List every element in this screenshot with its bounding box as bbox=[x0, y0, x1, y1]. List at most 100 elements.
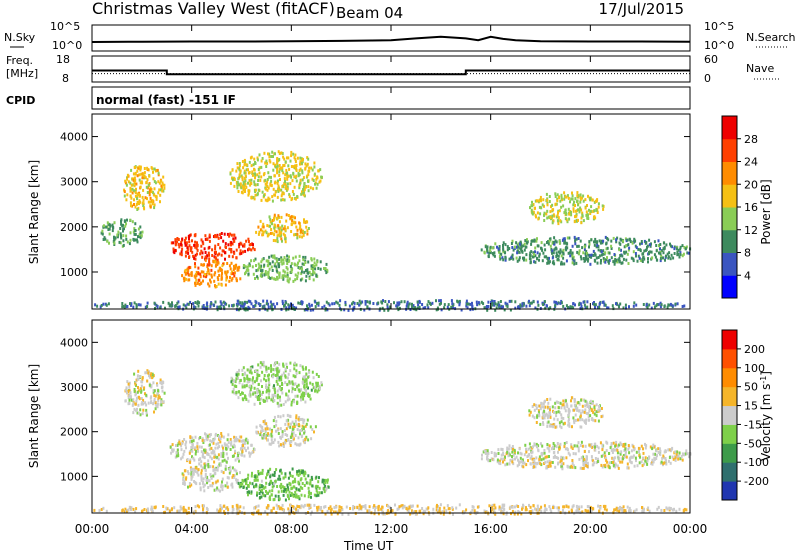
power-cell-7 bbox=[500, 252, 503, 256]
velocity-cell-3 bbox=[277, 404, 280, 408]
power-cell-8 bbox=[560, 205, 563, 209]
power-cell-7 bbox=[517, 245, 520, 249]
power-cell-3 bbox=[225, 273, 228, 277]
power-cell-8 bbox=[564, 209, 567, 213]
power-cell-3 bbox=[208, 260, 211, 264]
power-cell-0 bbox=[159, 200, 161, 204]
power-cell-4 bbox=[274, 165, 277, 169]
power-cell-2 bbox=[265, 231, 268, 235]
velocity-cell-3 bbox=[242, 398, 245, 402]
power-cell-0 bbox=[124, 181, 127, 185]
power-cell-4 bbox=[268, 155, 271, 159]
velocity-cell-5 bbox=[309, 478, 312, 482]
velocity-cell-3 bbox=[275, 380, 278, 383]
power-cell-3 bbox=[220, 274, 223, 278]
power-cell-1 bbox=[219, 246, 222, 250]
power-cell-2 bbox=[264, 229, 267, 233]
power-cell-1 bbox=[227, 243, 230, 247]
velocity-cell-8 bbox=[520, 512, 523, 516]
power-cell-7 bbox=[557, 254, 560, 258]
power-cell-4 bbox=[260, 159, 263, 163]
velocity-cell-5 bbox=[284, 488, 286, 491]
power-cell-7 bbox=[593, 240, 595, 244]
velocity-cell-2 bbox=[261, 434, 264, 438]
velocity-cell-5 bbox=[293, 485, 296, 489]
velocity-cell-3 bbox=[310, 388, 313, 392]
power-cell-4 bbox=[248, 170, 251, 174]
power-cell-4 bbox=[235, 169, 238, 173]
power-cell-0 bbox=[137, 193, 140, 196]
velocity-cell-6 bbox=[571, 465, 574, 469]
power-cell-3 bbox=[215, 285, 218, 288]
power-cell-7 bbox=[561, 238, 564, 242]
velocity-cell-0 bbox=[128, 384, 131, 388]
power-cell-0 bbox=[153, 193, 156, 197]
power-cell-6 bbox=[139, 231, 142, 235]
velocity-cell-3 bbox=[256, 395, 259, 399]
velocity-cell-3 bbox=[276, 393, 279, 397]
power-cell-4 bbox=[249, 183, 252, 187]
velocity-cell-6 bbox=[624, 450, 627, 454]
velocity-cell-5 bbox=[270, 493, 273, 497]
power-cell-4 bbox=[281, 192, 284, 196]
velocity-cell-3 bbox=[284, 367, 287, 371]
power-cell-8 bbox=[580, 208, 583, 212]
power-cell-9 bbox=[210, 302, 213, 306]
velocity-cell-8 bbox=[493, 507, 496, 511]
velocity-cell-8 bbox=[362, 505, 365, 508]
velocity-cell-4 bbox=[195, 466, 198, 470]
velocity-cell-4 bbox=[200, 471, 203, 475]
velocity-cell-6 bbox=[538, 455, 541, 459]
velocity-cell-1 bbox=[207, 453, 210, 457]
power-cell-0 bbox=[135, 182, 138, 186]
velocity-cell-8 bbox=[335, 505, 338, 509]
velocity-cell-5 bbox=[268, 473, 271, 476]
power-cell-0 bbox=[162, 183, 165, 187]
power-cell-7 bbox=[600, 239, 603, 243]
velocity-cell-2 bbox=[297, 436, 300, 440]
power-cell-1 bbox=[186, 246, 189, 250]
power-cell-7 bbox=[608, 251, 611, 255]
velocity-cell-5 bbox=[258, 485, 261, 489]
power-cell-7 bbox=[540, 247, 543, 251]
velocity-cell-6 bbox=[577, 449, 580, 453]
velocity-cell-0 bbox=[128, 389, 131, 393]
velocity-cell-3 bbox=[286, 398, 289, 402]
velocity-cell-3 bbox=[268, 373, 270, 377]
power-cell-7 bbox=[627, 248, 630, 252]
power-cell-0 bbox=[147, 168, 150, 172]
velocity-cell-6 bbox=[554, 454, 556, 458]
velocity-cell-6 bbox=[522, 465, 525, 469]
power-cell-6 bbox=[136, 238, 138, 242]
power-cell-9 bbox=[351, 302, 353, 306]
power-cell-9 bbox=[656, 303, 659, 306]
power-cell-2 bbox=[269, 218, 272, 222]
velocity-cell-0 bbox=[129, 394, 132, 398]
velocity-cell-3 bbox=[274, 394, 277, 398]
velocity-cell-8 bbox=[364, 506, 367, 510]
power-cell-7 bbox=[620, 248, 622, 252]
velocity-cell-3 bbox=[301, 380, 304, 384]
power-cell-9 bbox=[186, 302, 189, 306]
power-cell-9 bbox=[569, 305, 572, 309]
power-ytick-label: 3000 bbox=[60, 176, 88, 189]
velocity-cell-3 bbox=[304, 392, 307, 396]
power-cell-4 bbox=[250, 178, 253, 182]
power-cell-5 bbox=[287, 260, 290, 263]
power-cell-4 bbox=[297, 172, 300, 175]
power-cell-9 bbox=[418, 300, 421, 304]
power-cell-5 bbox=[261, 268, 264, 272]
power-cell-4 bbox=[233, 177, 236, 181]
velocity-cell-5 bbox=[322, 478, 325, 482]
velocity-cell-2 bbox=[273, 425, 276, 429]
power-cell-7 bbox=[618, 241, 621, 245]
power-cell-2 bbox=[300, 228, 303, 232]
power-cell-9 bbox=[105, 303, 108, 307]
power-cell-1 bbox=[243, 244, 246, 248]
power-cell-6 bbox=[108, 223, 111, 227]
power-cell-8 bbox=[591, 198, 594, 202]
power-cell-0 bbox=[136, 195, 139, 199]
velocity-cell-0 bbox=[133, 389, 136, 393]
velocity-cell-6 bbox=[508, 451, 511, 455]
velocity-cell-0 bbox=[139, 387, 142, 391]
